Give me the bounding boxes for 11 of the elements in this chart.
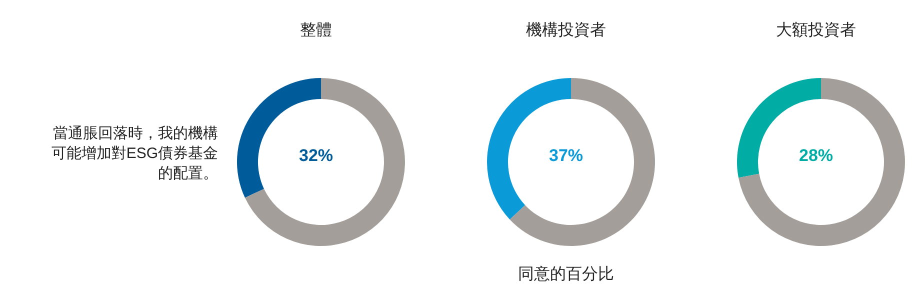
text: 當通脹回落時，我的機構可能增加對ESG債券基金的配置。 [50, 124, 218, 184]
donut-slice [738, 78, 905, 246]
donut-slice [510, 78, 655, 246]
chart-title: 大額投資者 [775, 20, 857, 41]
donut-slice [244, 78, 405, 246]
text: 同意的百分比 [517, 264, 615, 285]
data-label: 37% [548, 146, 584, 166]
chart-title: 整體 [299, 21, 333, 41]
data-label: 28% [798, 146, 834, 166]
data-label: 32% [298, 146, 334, 165]
chart-title: 機構投資者 [525, 20, 607, 41]
